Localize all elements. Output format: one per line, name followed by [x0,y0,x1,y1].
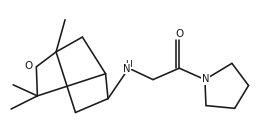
Text: O: O [176,29,184,39]
Text: N: N [201,74,209,84]
Text: O: O [25,61,33,71]
Text: H: H [125,60,132,69]
Text: N: N [123,64,131,74]
